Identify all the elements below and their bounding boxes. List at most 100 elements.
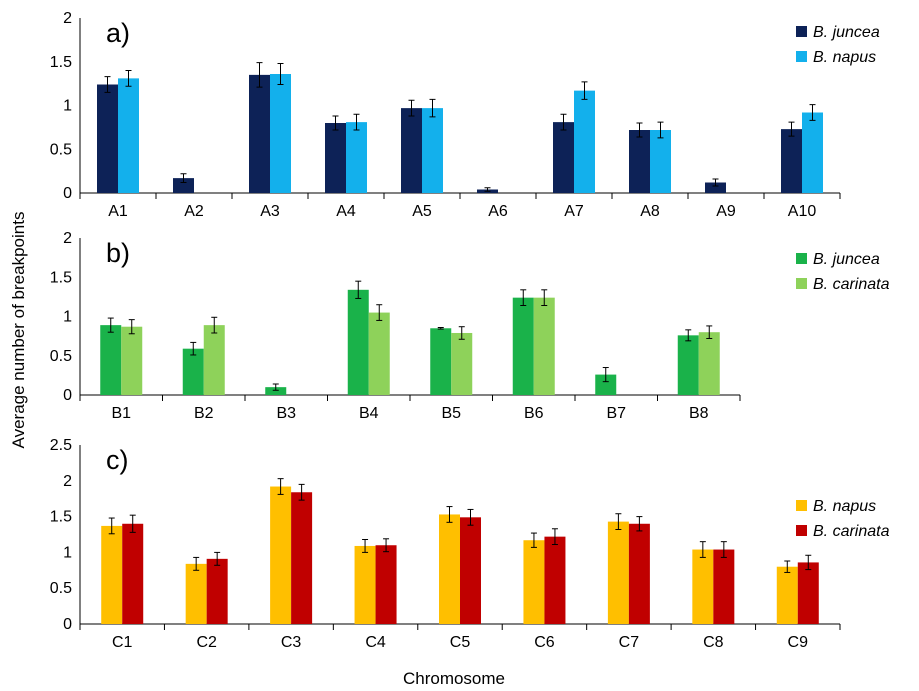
error-bar <box>429 98 436 118</box>
x-tick-label: A9 <box>716 203 736 220</box>
bar-A4-series-1 <box>325 123 346 193</box>
legend-label: B. juncea <box>813 24 880 41</box>
error-bar <box>107 317 114 333</box>
bar-B6-series-1 <box>512 297 534 395</box>
bar-B5-series-2 <box>451 332 473 395</box>
error-bar <box>277 478 284 495</box>
x-tick-label: B6 <box>524 405 544 422</box>
y-tick-label: 1 <box>63 309 72 326</box>
y-tick-label: 1.5 <box>50 509 72 526</box>
x-tick-label: B8 <box>689 405 709 422</box>
bar-B1-series-2 <box>121 326 143 395</box>
x-axis-title: Chromosome <box>403 669 505 688</box>
bar-A5-series-2 <box>422 108 443 193</box>
x-tick-label: C6 <box>534 634 555 651</box>
error-bar <box>277 63 284 85</box>
bar-B4-series-2 <box>368 312 390 395</box>
bar-B8-series-2 <box>698 332 720 395</box>
error-bar <box>108 517 115 535</box>
error-bar <box>180 173 187 183</box>
panel-b: 0 0.5 1 1.5 2 B1 B2 B3 B4 B5 B6 B7 B8 b) B. juncea B. c… <box>50 230 890 422</box>
legend-label: B. napus <box>813 498 876 515</box>
legend: B. juncea B. carinata <box>796 251 890 293</box>
x-tick-label: A4 <box>336 203 356 220</box>
bar-B4-series-1 <box>347 289 369 395</box>
y-tick-label: 0 <box>63 616 72 633</box>
x-tick-label: C9 <box>788 634 809 651</box>
legend: B. juncea B. napus <box>796 24 880 66</box>
legend-swatch <box>796 500 807 511</box>
bar-C8-series-2 <box>713 549 735 624</box>
bar-C6-series-1 <box>523 540 545 624</box>
error-bar <box>190 341 197 356</box>
error-bar <box>520 289 527 307</box>
x-tick-label: C8 <box>703 634 724 651</box>
legend: B. napus B. carinata <box>796 498 890 540</box>
error-bar <box>298 483 305 501</box>
error-bar <box>699 541 706 558</box>
bar-C2-series-2 <box>206 558 228 624</box>
panel-label: b) <box>106 238 130 268</box>
legend-label: B. carinata <box>813 276 890 293</box>
bar-B7-series-1 <box>595 374 617 395</box>
bar-A4-series-2 <box>346 122 367 193</box>
y-tick-label: 1.5 <box>50 54 72 71</box>
y-tick-label: 2 <box>63 230 72 247</box>
x-tick-label: A3 <box>260 203 280 220</box>
x-tick-label: B2 <box>194 405 214 422</box>
x-tick-label: B3 <box>276 405 296 422</box>
x-tick-label: C2 <box>196 634 217 651</box>
bar-C6-series-2 <box>544 536 566 624</box>
y-tick-label: 0.5 <box>50 348 72 365</box>
error-bar <box>129 514 136 533</box>
bar-A5-series-1 <box>401 108 422 193</box>
bar-C1-series-2 <box>122 523 144 624</box>
error-bar <box>211 316 218 334</box>
bar-C1-series-1 <box>101 525 123 624</box>
error-bar <box>530 532 537 548</box>
error-bar <box>712 178 719 187</box>
bar-A7-series-2 <box>574 90 595 193</box>
bar-C2-series-1 <box>185 563 207 624</box>
y-tick-label: 2 <box>63 10 72 27</box>
y-tick-label: 1.5 <box>50 269 72 286</box>
bar-B5-series-1 <box>430 328 452 395</box>
error-bar <box>355 280 362 299</box>
y-tick-label: 2.5 <box>50 437 72 454</box>
bar-C9-series-2 <box>797 562 819 624</box>
error-bar <box>128 319 135 335</box>
bar-A3-series-2 <box>270 74 291 193</box>
x-tick-label: C7 <box>619 634 640 651</box>
bar-C3-series-2 <box>291 492 313 624</box>
bar-A1-series-2 <box>118 78 139 193</box>
bar-A3-series-1 <box>249 74 270 193</box>
bar-C3-series-1 <box>270 486 292 624</box>
y-tick-label: 0 <box>63 185 72 202</box>
bar-B1-series-1 <box>100 325 122 395</box>
error-bar <box>636 122 643 138</box>
bar-B6-series-2 <box>533 297 555 395</box>
bar-A9-series-1 <box>705 182 726 193</box>
x-tick-label: C4 <box>365 634 386 651</box>
error-bar <box>809 104 816 121</box>
panel-a: 0 0.5 1 1.5 2 A1 A2 A3 A4 A5 A6 A7 A8 A9 A10 a) B. junce… <box>50 10 880 220</box>
bar-A8-series-1 <box>629 130 650 193</box>
error-bar <box>685 329 692 342</box>
error-bar <box>104 76 111 93</box>
legend-swatch <box>796 278 807 289</box>
error-bar <box>125 70 132 87</box>
error-bar <box>657 121 664 139</box>
bar-C9-series-1 <box>776 566 798 624</box>
bar-B3-series-1 <box>265 387 287 395</box>
x-tick-label: B4 <box>359 405 379 422</box>
x-tick-label: C3 <box>281 634 302 651</box>
error-bar <box>560 113 567 131</box>
error-bar <box>467 508 474 526</box>
error-bar <box>193 556 200 571</box>
bar-C4-series-1 <box>354 545 376 624</box>
bar-A8-series-2 <box>650 130 671 193</box>
y-tick-label: 0.5 <box>50 141 72 158</box>
error-bar <box>541 289 548 307</box>
error-bar <box>581 81 588 100</box>
